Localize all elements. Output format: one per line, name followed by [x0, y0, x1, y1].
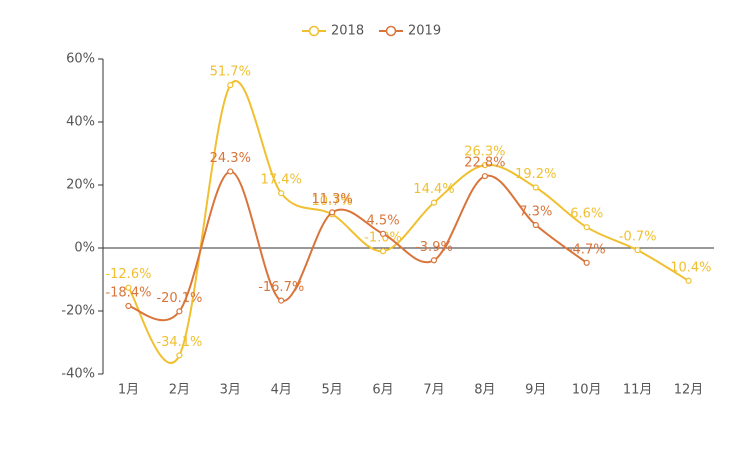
data-label: 10.7%	[311, 194, 352, 209]
point	[532, 221, 539, 229]
point	[176, 308, 183, 315]
y-tick-label: -40%	[61, 367, 95, 382]
data-label: -20.1%	[156, 291, 202, 306]
y-tick-label: 0%	[74, 241, 95, 256]
data-label: 24.3%	[210, 151, 251, 166]
data-label: 6.6%	[570, 207, 603, 222]
point	[125, 302, 132, 310]
data-label: -10.4%	[666, 260, 712, 275]
data-label: 26.3%	[464, 145, 505, 160]
data-label: -4.7%	[568, 242, 606, 257]
y-tick-label: -20%	[61, 304, 95, 319]
x-tick-label: 3月	[220, 383, 241, 398]
y-tick-label: 40%	[66, 115, 95, 130]
y-tick-label: 20%	[66, 178, 95, 193]
data-label: 4.5%	[367, 213, 400, 228]
data-label: 22.8%	[464, 156, 505, 171]
data-label: 17.4%	[261, 173, 302, 188]
point	[278, 297, 285, 304]
legend-marker	[308, 25, 320, 37]
point	[125, 284, 132, 291]
x-tick-label: 7月	[423, 383, 444, 398]
point	[379, 230, 387, 237]
data-label: 19.2%	[515, 167, 556, 182]
point	[176, 352, 183, 359]
point	[278, 190, 285, 197]
point	[227, 168, 234, 175]
x-tick-label: 10月	[572, 383, 602, 398]
data-label: -1.0%	[364, 231, 402, 246]
y-tick-label: 60%	[66, 52, 95, 67]
x-tick-label: 5月	[321, 383, 342, 398]
data-label: -16.7%	[258, 280, 304, 295]
point	[634, 247, 641, 254]
x-tick-label: 11月	[623, 383, 653, 398]
point	[481, 173, 488, 180]
x-tick-label: 12月	[674, 383, 704, 398]
x-tick-label: 4月	[271, 383, 292, 398]
data-label: 11.3%	[311, 192, 352, 207]
point	[685, 277, 692, 284]
point	[583, 259, 590, 266]
series-line	[127, 80, 690, 364]
x-tick-label: 6月	[372, 383, 393, 398]
data-label: 7.3%	[519, 205, 552, 220]
legend-label: 2019	[408, 24, 441, 39]
data-label: -12.6%	[105, 267, 151, 282]
data-label: 51.7%	[210, 65, 251, 80]
point	[329, 209, 336, 216]
point	[481, 162, 488, 169]
data-label: 14.4%	[413, 182, 454, 197]
point	[430, 257, 438, 264]
point	[583, 224, 590, 231]
data-label: -3.9%	[415, 240, 453, 255]
x-tick-label: 9月	[525, 383, 546, 398]
x-tick-label: 1月	[118, 383, 139, 398]
legend-label: 2018	[331, 24, 364, 39]
data-label: -0.7%	[619, 230, 657, 245]
point	[532, 184, 539, 191]
x-tick-label: 8月	[474, 383, 495, 398]
point	[379, 248, 387, 255]
x-tick-label: 2月	[169, 383, 190, 398]
data-label: -34.1%	[156, 335, 202, 350]
legend-marker	[385, 25, 397, 37]
data-label: -18.4%	[105, 285, 151, 300]
point	[430, 199, 438, 206]
point	[227, 82, 234, 89]
